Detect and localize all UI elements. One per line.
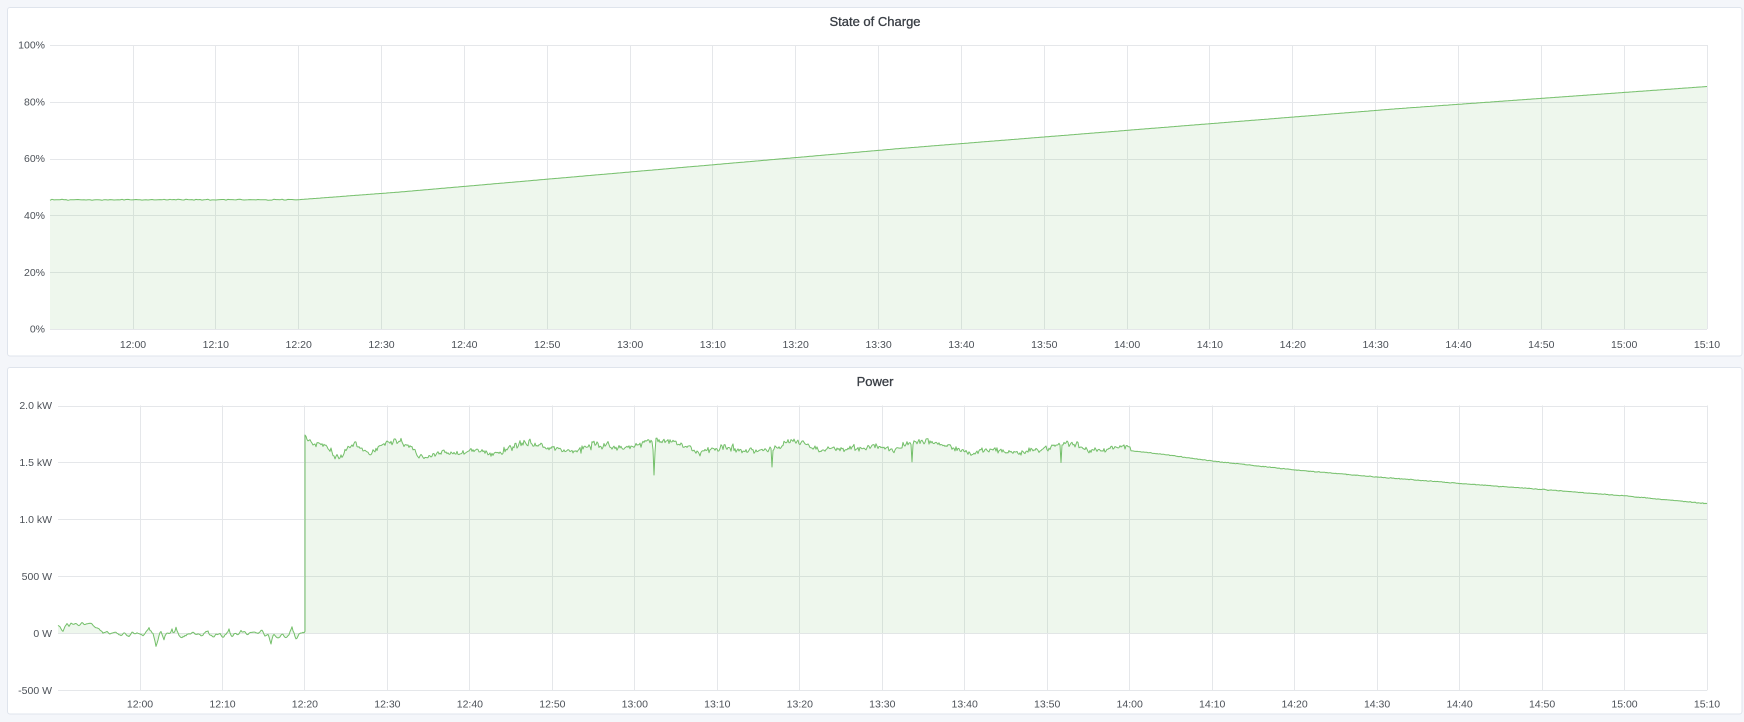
svg-text:12:40: 12:40: [457, 699, 483, 711]
svg-text:40%: 40%: [24, 210, 45, 222]
svg-text:15:00: 15:00: [1611, 699, 1637, 711]
svg-text:12:00: 12:00: [120, 339, 146, 351]
svg-text:13:30: 13:30: [869, 699, 895, 711]
svg-text:20%: 20%: [24, 267, 45, 279]
svg-text:13:10: 13:10: [700, 339, 726, 351]
svg-text:12:40: 12:40: [451, 339, 477, 351]
svg-text:State of Charge: State of Charge: [829, 14, 920, 29]
svg-text:13:20: 13:20: [783, 339, 809, 351]
svg-text:0%: 0%: [30, 324, 45, 336]
svg-text:12:30: 12:30: [368, 339, 394, 351]
svg-text:12:10: 12:10: [209, 699, 235, 711]
svg-text:0 W: 0 W: [33, 628, 52, 640]
svg-text:13:50: 13:50: [1031, 339, 1057, 351]
svg-text:80%: 80%: [24, 96, 45, 108]
svg-text:14:30: 14:30: [1362, 339, 1388, 351]
svg-text:14:40: 14:40: [1445, 339, 1471, 351]
svg-text:500 W: 500 W: [22, 571, 52, 583]
svg-text:14:40: 14:40: [1446, 699, 1472, 711]
svg-text:13:20: 13:20: [787, 699, 813, 711]
svg-text:14:20: 14:20: [1280, 339, 1306, 351]
svg-text:13:50: 13:50: [1034, 699, 1060, 711]
svg-text:13:30: 13:30: [865, 339, 891, 351]
svg-text:13:00: 13:00: [622, 699, 648, 711]
svg-text:14:50: 14:50: [1528, 339, 1554, 351]
svg-text:14:00: 14:00: [1114, 339, 1140, 351]
svg-text:Power: Power: [857, 374, 895, 389]
svg-text:13:10: 13:10: [704, 699, 730, 711]
svg-text:12:00: 12:00: [127, 699, 153, 711]
svg-text:12:20: 12:20: [292, 699, 318, 711]
svg-text:100%: 100%: [18, 40, 45, 52]
svg-text:14:50: 14:50: [1529, 699, 1555, 711]
svg-text:15:00: 15:00: [1611, 339, 1637, 351]
svg-text:14:30: 14:30: [1364, 699, 1390, 711]
svg-text:14:10: 14:10: [1199, 699, 1225, 711]
svg-text:12:50: 12:50: [534, 339, 560, 351]
svg-text:13:40: 13:40: [952, 699, 978, 711]
svg-text:1.5 kW: 1.5 kW: [19, 457, 52, 469]
svg-text:15:10: 15:10: [1694, 339, 1720, 351]
svg-text:60%: 60%: [24, 153, 45, 165]
svg-text:14:20: 14:20: [1281, 699, 1307, 711]
svg-text:12:20: 12:20: [286, 339, 312, 351]
svg-text:14:10: 14:10: [1197, 339, 1223, 351]
svg-text:12:50: 12:50: [539, 699, 565, 711]
svg-text:-500 W: -500 W: [18, 685, 52, 697]
svg-text:13:40: 13:40: [948, 339, 974, 351]
svg-text:14:00: 14:00: [1117, 699, 1143, 711]
svg-text:12:10: 12:10: [203, 339, 229, 351]
svg-text:12:30: 12:30: [374, 699, 400, 711]
svg-text:2.0 kW: 2.0 kW: [19, 400, 52, 412]
svg-text:1.0 kW: 1.0 kW: [19, 514, 52, 526]
svg-text:13:00: 13:00: [617, 339, 643, 351]
svg-text:15:10: 15:10: [1694, 699, 1720, 711]
